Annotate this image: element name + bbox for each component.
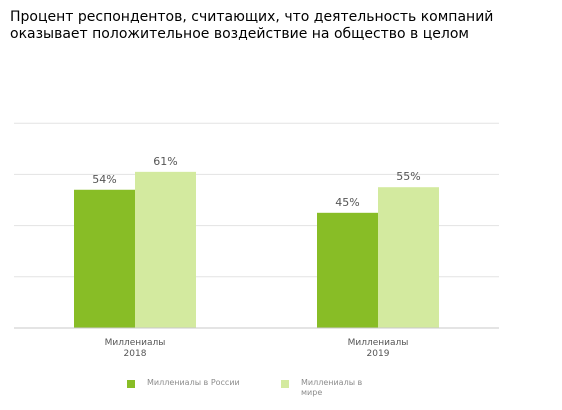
legend-swatch-russia (127, 380, 135, 388)
data-label: 55% (396, 170, 420, 183)
data-label: 54% (92, 173, 116, 186)
chart-title: Процент респондентов, считающих, что дея… (10, 9, 494, 42)
legend-item-world: Миллениалы в мире (281, 378, 379, 398)
bar (135, 171, 196, 328)
legend-label-russia: Миллениалы в России (147, 378, 240, 387)
data-label: 61% (153, 155, 177, 168)
legend-swatch-world (281, 380, 289, 388)
chart-legend: Миллениалы в России Миллениалы в мире (0, 378, 562, 406)
category-label: Миллениалы 2019 (348, 338, 409, 359)
bar-chart: 54% 61% Миллениалы 2018 45% 55% Миллениалы 2019 (14, 122, 499, 359)
bar (317, 212, 378, 328)
legend-item-russia: Миллениалы в России (127, 378, 267, 388)
bar (74, 189, 135, 328)
bar (378, 187, 439, 328)
data-label: 45% (335, 196, 359, 209)
category-label: Миллениалы 2018 (105, 338, 166, 359)
legend-label-world: Миллениалы в мире (301, 378, 363, 397)
